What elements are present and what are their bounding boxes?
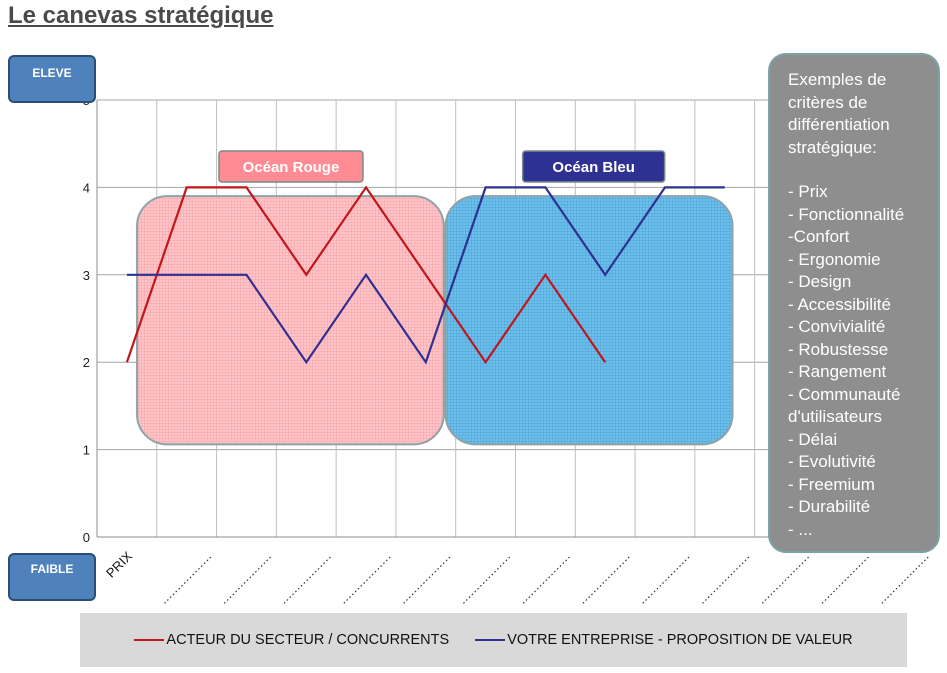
legend-swatch [475,639,506,641]
page-title: Le canevas stratégique [8,2,274,29]
x-tick-placeholder [580,556,630,606]
criteria-item: - Fonctionnalité [788,204,905,224]
x-tick-placeholder [461,556,511,606]
legend-item-competitors: ACTEUR DU SECTEUR / CONCURRENTS [134,632,449,648]
x-tick-placeholder [162,556,212,606]
criteria-item: - Rangement [788,362,887,381]
y-tick-label: 0 [83,530,90,545]
criteria-item: -Confort [788,227,850,246]
legend-label: VOTRE ENTREPRISE - PROPOSITION DE VALEUR [507,632,853,648]
blue-ocean-region [444,195,734,446]
criteria-heading: Exemples de critères de différentiation … [788,70,890,157]
level-high-badge[interactable]: ELEVE [8,55,96,103]
y-tick-label: 2 [83,355,90,370]
criteria-item: - ... [788,519,813,539]
legend-item-company: VOTRE ENTREPRISE - PROPOSITION DE VALEUR [475,632,853,648]
x-tick-label: PRIX [103,548,135,580]
x-tick-placeholder [879,556,929,606]
x-tick-placeholder [760,556,810,606]
criteria-item: - Communauté d'utilisateurs [788,384,901,427]
criteria-item: - Accessibilité [788,294,891,314]
red-ocean-label: Océan Rouge [243,159,340,176]
criteria-item: - Design [788,272,852,291]
y-tick-label: 3 [83,268,90,283]
red-ocean-label-box [218,150,364,183]
company-series-line [126,186,725,365]
red-ocean-region [136,195,445,446]
criteria-item: - Robustesse [788,339,889,359]
criteria-item: - Convivialité [788,317,886,336]
legend-swatch [134,639,165,641]
x-tick-placeholder [401,556,451,606]
x-tick-placeholder [341,556,391,606]
level-low-badge[interactable]: FAIBLE [8,553,96,601]
legend-label: ACTEUR DU SECTEUR / CONCURRENTS [166,632,450,648]
x-tick-placeholder [281,556,331,606]
criteria-item: - Ergonomie [788,249,881,269]
criteria-list: - Prix - Fonctionnalité -Confort - Ergonomi… [788,181,932,541]
x-tick-placeholder [820,556,869,606]
x-tick-placeholder [222,556,271,606]
criteria-panel: Exemples de critères de différentiation … [768,53,940,553]
criteria-item: - Délai [788,429,838,449]
criteria-item: - Durabilité [788,497,871,516]
criteria-item: - Freemium [788,474,875,494]
y-tick-label: 4 [83,180,90,195]
x-tick-placeholder [521,556,570,606]
blue-ocean-label-box [521,150,666,183]
criteria-item: - Prix [788,182,828,201]
y-tick-label: 1 [83,443,90,458]
x-tick-placeholder [640,556,690,606]
competitors-series-line [125,185,607,365]
x-tick-placeholder [700,556,750,606]
blue-ocean-label: Océan Bleu [552,159,635,176]
criteria-item: - Evolutivité [788,452,876,471]
chart-legend: ACTEUR DU SECTEUR / CONCURRENTS VOTRE ENT… [80,613,907,667]
